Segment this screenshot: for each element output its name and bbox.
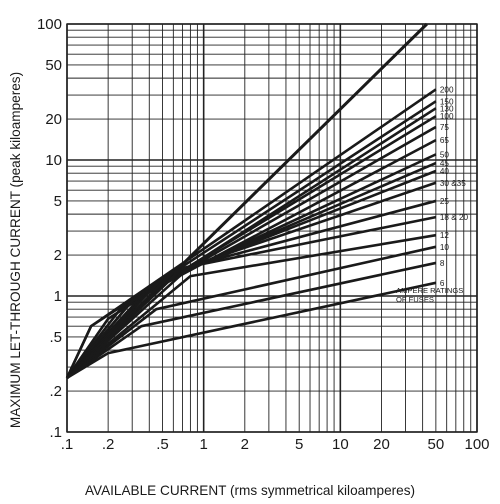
x-tick-label: 20 [373,436,390,453]
series-line-18-20 [66,215,437,379]
rating-label: 12 [440,231,450,240]
rating-label: 150 [440,97,454,106]
rating-label: 25 [440,197,450,206]
rating-label: 6 [440,279,445,288]
y-tick-label: 2 [54,247,62,264]
y-tick-label: .1 [49,424,62,441]
ampere-ratings-note-line-2: OF FUSES [396,295,434,304]
series-line-25 [66,199,437,379]
y-tick-label: .2 [49,383,62,400]
rating-label: 8 [440,259,445,268]
x-axis-tick-labels: .1 .2 .5 1 2 5 10 20 50 100 [61,436,490,453]
rating-label: 75 [440,123,450,132]
rating-label: 10 [440,243,450,252]
rating-label: 100 [440,112,454,121]
x-tick-label: .2 [102,436,115,453]
x-axis-title: AVAILABLE CURRENT (rms symmetrical kiloa… [85,483,415,498]
rating-label: 18 & 20 [440,213,469,222]
series-line-6 [66,281,437,379]
rating-label: 45 [440,159,450,168]
y-tick-label: 50 [45,57,62,74]
y-tick-label: 5 [54,193,62,210]
y-tick-label: 10 [45,152,62,169]
rating-label: 200 [440,85,454,94]
x-tick-label: .5 [156,436,169,453]
x-tick-label: 50 [428,436,445,453]
y-tick-label: 100 [37,16,62,33]
rating-label: 40 [440,167,450,176]
y-tick-label: 20 [45,111,62,128]
series-lines [65,22,437,379]
ampere-ratings-note: AMPERE RATINGS OF FUSES [396,286,463,304]
x-tick-label: 5 [295,436,303,453]
x-tick-label: 10 [332,436,349,453]
x-tick-label: 1 [199,436,207,453]
y-tick-label: .5 [49,329,62,346]
rating-label: 65 [440,136,450,145]
rating-label: 30 &35 [440,179,466,188]
y-axis-title: MAXIMUM LET-THROUGH CURRENT (peak kiloam… [8,72,23,428]
y-axis-tick-labels: .1 .2 .5 1 2 5 10 20 50 100 [37,16,62,441]
x-tick-label: 2 [241,436,249,453]
plot-frame [66,23,478,433]
series-line-8 [66,261,437,379]
rating-label: 50 [440,150,450,159]
x-tick-label: 100 [464,436,489,453]
rating-label: 130 [440,104,454,113]
series-line-12 [66,233,437,379]
ampere-ratings-note-line-1: AMPERE RATINGS [396,286,463,295]
y-tick-label: 1 [54,288,62,305]
series-line-150 [65,100,437,379]
series-line-10 [66,245,437,379]
x-tick-label: .1 [61,436,74,453]
